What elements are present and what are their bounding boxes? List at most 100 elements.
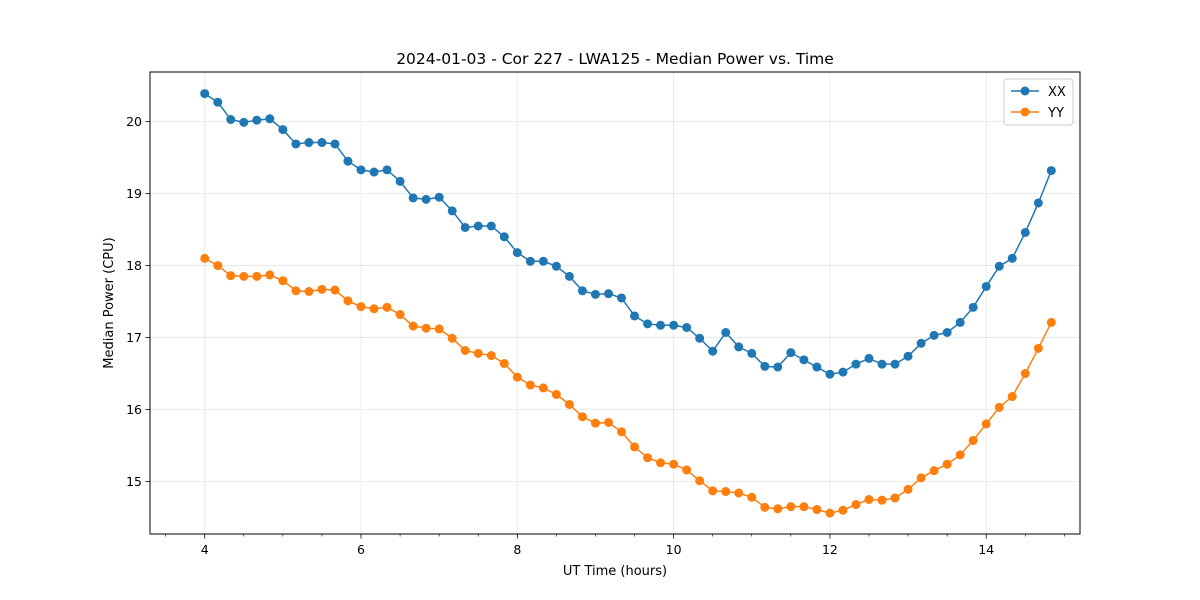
data-point-yy — [929, 466, 939, 476]
data-point-yy — [408, 321, 418, 331]
data-point-yy — [265, 270, 275, 280]
data-point-yy — [226, 271, 236, 281]
data-point-yy — [669, 459, 679, 469]
chart-title: 2024-01-03 - Cor 227 - LWA125 - Median P… — [396, 50, 834, 68]
data-point-xx — [864, 353, 874, 363]
data-point-xx — [851, 359, 861, 369]
data-point-xx — [278, 125, 288, 135]
y-tick-label: 16 — [126, 402, 142, 417]
x-tick-label: 4 — [201, 542, 209, 557]
data-point-xx — [200, 89, 210, 99]
data-point-yy — [512, 372, 522, 382]
data-point-yy — [747, 492, 757, 502]
data-point-yy — [577, 412, 587, 422]
y-tick-label: 20 — [126, 114, 142, 129]
data-point-xx — [877, 359, 887, 369]
data-point-yy — [864, 494, 874, 504]
y-tick-label: 15 — [126, 474, 142, 489]
data-point-xx — [564, 271, 574, 281]
data-point-xx — [773, 362, 783, 372]
data-point-xx — [721, 328, 731, 337]
data-point-xx — [577, 286, 587, 296]
x-tick-label: 14 — [978, 542, 994, 557]
data-point-yy — [656, 458, 666, 468]
data-point-xx — [239, 117, 249, 127]
data-point-xx — [708, 346, 718, 356]
data-point-xx — [434, 192, 444, 202]
x-tick-label: 8 — [513, 542, 521, 557]
data-point-yy — [278, 276, 288, 286]
data-point-yy — [317, 284, 327, 294]
data-point-xx — [903, 351, 913, 361]
data-point-xx — [213, 97, 223, 107]
data-point-xx — [1007, 253, 1017, 263]
data-point-yy — [851, 500, 861, 509]
data-point-xx — [447, 206, 457, 216]
data-point-yy — [434, 324, 444, 334]
data-point-xx — [252, 115, 262, 125]
data-point-yy — [304, 286, 314, 296]
data-point-yy — [877, 495, 887, 505]
data-point-yy — [564, 399, 574, 409]
data-point-yy — [721, 487, 731, 497]
data-point-xx — [499, 232, 509, 242]
data-point-xx — [994, 261, 1004, 271]
legend: XX YY — [1003, 78, 1074, 126]
data-point-yy — [447, 333, 457, 343]
data-point-yy — [773, 504, 783, 514]
data-point-xx — [838, 367, 848, 377]
data-point-xx — [929, 330, 939, 340]
legend-label-xx: XX — [1048, 85, 1066, 100]
data-point-xx — [656, 320, 666, 330]
data-point-yy — [695, 476, 705, 486]
data-point-yy — [252, 271, 262, 281]
data-point-yy — [786, 502, 796, 512]
data-point-xx — [1033, 198, 1043, 208]
data-point-xx — [304, 138, 314, 148]
data-point-yy — [799, 502, 809, 512]
data-point-yy — [1046, 317, 1056, 327]
data-point-yy — [968, 435, 978, 445]
data-point-xx — [343, 156, 353, 166]
data-point-yy — [343, 296, 353, 306]
legend-marker-yy — [1020, 107, 1030, 117]
legend-marker-xx — [1020, 86, 1030, 96]
data-point-xx — [669, 320, 679, 330]
data-point-xx — [369, 167, 379, 177]
data-point-xx — [643, 319, 653, 329]
data-point-xx — [1046, 166, 1056, 176]
data-point-xx — [551, 261, 561, 271]
data-point-xx — [265, 114, 275, 124]
data-point-xx — [512, 248, 522, 258]
data-point-xx — [942, 328, 952, 337]
data-point-xx — [630, 311, 640, 321]
data-point-yy — [760, 502, 770, 512]
data-point-yy — [356, 302, 366, 312]
data-point-xx — [590, 289, 600, 299]
data-point-yy — [369, 304, 379, 314]
data-point-xx — [473, 221, 483, 231]
data-point-xx — [890, 359, 900, 369]
x-tick-label: 12 — [822, 542, 838, 557]
data-point-yy — [239, 271, 249, 281]
data-point-yy — [525, 380, 535, 390]
data-point-yy — [538, 383, 548, 393]
data-point-yy — [330, 285, 340, 295]
axes: 4 6 8 10 12 14 15 16 17 18 19 20 — [126, 114, 1065, 557]
data-point-yy — [981, 419, 991, 429]
data-point-xx — [460, 222, 470, 232]
data-point-xx — [955, 317, 965, 327]
data-point-yy — [942, 459, 952, 469]
data-point-yy — [473, 348, 483, 358]
data-point-xx — [317, 138, 327, 148]
data-point-xx — [604, 289, 614, 299]
data-point-xx — [825, 369, 835, 379]
x-tick-label: 10 — [666, 542, 682, 557]
data-point-yy — [812, 505, 822, 515]
data-point-xx — [382, 165, 392, 175]
data-point-yy — [994, 402, 1004, 412]
data-point-xx — [538, 256, 548, 266]
data-point-yy — [590, 418, 600, 428]
